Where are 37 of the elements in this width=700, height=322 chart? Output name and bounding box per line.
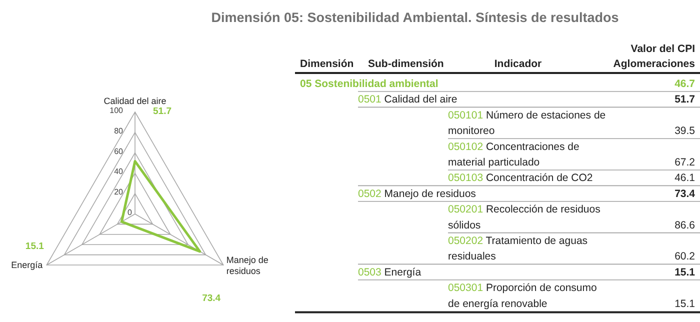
text: Dimensión 05: Sostenibilidad Ambiental. Síntesis de resultados <box>211 10 619 25</box>
text: 46.7 <box>674 78 696 90</box>
text: 050301 Proporción de consumo de energía renovable <box>448 282 598 310</box>
text: 73.4 <box>202 293 222 304</box>
text: Sub-dimensión <box>368 58 444 70</box>
text: 86.6 <box>674 219 696 232</box>
spoke-label: Calidad del aire <box>104 96 166 106</box>
text: Valor del CPI Aglomeraciones <box>613 43 696 70</box>
text: 0501 Calidad del aire <box>358 94 458 106</box>
text: 60.2 <box>674 250 696 263</box>
y-tick-label: 20 <box>114 188 124 197</box>
text: 050201 Recolección de residuos sólidos <box>448 204 600 232</box>
text: 39.5 <box>674 125 696 138</box>
text: 050202 Tratamiento de aguas residuales <box>448 235 588 263</box>
spoke-label: Energía <box>11 260 43 270</box>
y-tick-label: 80 <box>114 126 124 136</box>
text: 05 Sostenibilidad ambiental <box>300 78 438 90</box>
text: 67.2 <box>674 156 696 168</box>
text: 51.7 <box>674 94 696 106</box>
y-tick-label: 40 <box>114 167 124 176</box>
text: 51.7 <box>153 106 172 117</box>
y-tick-label: 100 <box>110 106 124 115</box>
text: Indicador <box>494 58 542 70</box>
text: 15.1 <box>674 298 696 310</box>
y-tick-label: 0 <box>128 208 133 217</box>
text: 46.1 <box>674 172 696 184</box>
text: 050103 Concentración de CO2 <box>448 172 593 184</box>
text: 050102 Concentraciones de material particulado <box>448 140 580 168</box>
text: 050101 Número de estaciones de monitoreo <box>448 109 606 138</box>
spoke-label: Manejo de residuos <box>226 255 268 276</box>
y-tick-label: 60 <box>114 146 124 156</box>
text: 15.1 <box>25 241 45 252</box>
text: 73.4 <box>674 188 696 200</box>
text: 15.1 <box>674 266 696 278</box>
text: 0503 Energía <box>358 266 422 278</box>
text: 0502 Manejo de residuos <box>358 188 476 200</box>
text: Dimensión <box>300 58 354 70</box>
